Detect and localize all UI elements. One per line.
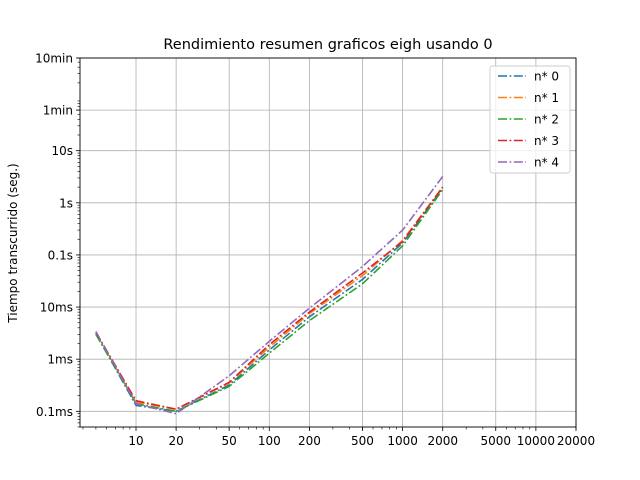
y-tick-label: 1min bbox=[43, 104, 73, 118]
x-tick-label: 50 bbox=[222, 434, 237, 448]
plot-frame bbox=[79, 57, 577, 428]
y-tick-label: 0.1s bbox=[48, 248, 73, 262]
x-tick-label: 10000 bbox=[517, 434, 555, 448]
legend: n* 0 n* 1 n* 2 n* 3 n* 4 bbox=[489, 65, 571, 174]
x-tick-label: 5000 bbox=[480, 434, 511, 448]
y-tick-label: 0.1ms bbox=[36, 405, 73, 419]
series-lines bbox=[95, 176, 444, 415]
x-tick-label: 100 bbox=[258, 434, 281, 448]
legend-box bbox=[489, 65, 571, 174]
legend-label: n* 2 bbox=[534, 113, 559, 127]
x-tick-label: 2000 bbox=[427, 434, 458, 448]
y-axis-ticks: 0.1ms 1ms 10ms 0.1s 1s 10s 1min 10min bbox=[35, 52, 80, 419]
series-line-3 bbox=[95, 186, 444, 411]
x-axis-ticks: 10 20 50 100 200 500 1000 2000 5000 10000 20000 bbox=[128, 427, 595, 448]
y-tick-label: 10s bbox=[51, 144, 73, 158]
y-tick-label: 1ms bbox=[47, 353, 73, 367]
y-tick-label: 10min bbox=[35, 52, 73, 66]
legend-label: n* 3 bbox=[534, 134, 559, 148]
legend-label: n* 0 bbox=[534, 70, 559, 84]
x-tick-label: 200 bbox=[298, 434, 321, 448]
x-tick-label: 1000 bbox=[387, 434, 418, 448]
legend-label: n* 4 bbox=[534, 156, 559, 170]
y-axis-label: Tiempo transcurrido (seg.) bbox=[6, 163, 20, 323]
y-tick-label: 10ms bbox=[40, 301, 73, 315]
x-tick-label: 20 bbox=[168, 434, 183, 448]
x-tick-label: 20000 bbox=[557, 434, 595, 448]
series-line-4 bbox=[95, 176, 444, 415]
chart-title: Rendimiento resumen graficos eigh usando… bbox=[163, 37, 492, 53]
x-tick-label: 10 bbox=[128, 434, 143, 448]
y-tick-label: 1s bbox=[59, 196, 73, 210]
x-tick-label: 500 bbox=[351, 434, 374, 448]
legend-label: n* 1 bbox=[534, 91, 559, 105]
series-line-2 bbox=[95, 189, 444, 413]
